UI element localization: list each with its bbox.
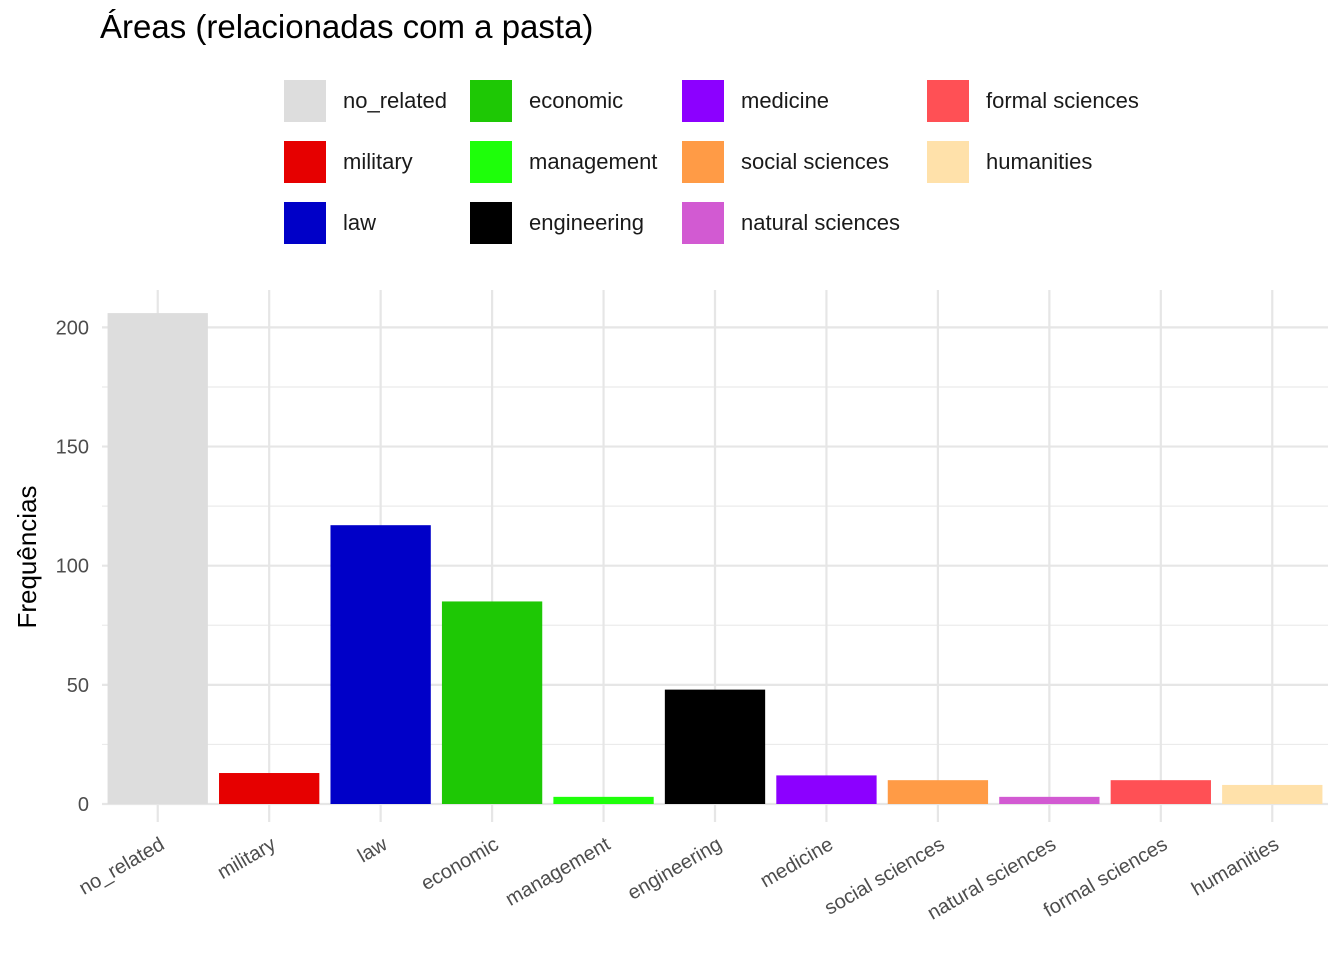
- bar-engineering: [664, 689, 766, 804]
- legend-label: social sciences: [741, 149, 889, 174]
- legend-item-economic: economic: [470, 79, 623, 123]
- legend-label: military: [343, 149, 413, 174]
- x-tick-label: military: [214, 833, 280, 884]
- legend-item-social-sciences: social sciences: [682, 140, 889, 184]
- legend-swatch: [927, 80, 969, 122]
- x-tick-label: economic: [417, 833, 502, 895]
- bar-no-related: [107, 313, 208, 804]
- legend-label: law: [343, 210, 377, 235]
- legend-item-no-related: no_related: [284, 79, 447, 123]
- legend-label: no_related: [343, 88, 447, 113]
- x-tick-label: humanities: [1188, 833, 1283, 900]
- x-tick-label: management: [502, 833, 614, 911]
- x-tick-label: law: [354, 833, 391, 867]
- legend-label: humanities: [986, 149, 1093, 174]
- legend: no_related military law economic management e…: [0, 0, 1344, 260]
- legend-label: economic: [529, 88, 624, 113]
- legend-item-law: law: [284, 201, 376, 245]
- y-tick-label: 100: [56, 556, 89, 578]
- bar-humanities: [1222, 784, 1323, 804]
- x-tick-label: engineering: [624, 833, 726, 904]
- legend-item-management: management: [470, 140, 657, 184]
- x-tick-label: medicine: [757, 833, 837, 892]
- x-tick-label: no_related: [75, 833, 168, 899]
- legend-item-military: military: [284, 140, 413, 184]
- legend-swatch: [470, 141, 512, 183]
- legend-swatch: [470, 202, 512, 244]
- y-tick-label: 200: [56, 317, 89, 339]
- grid: [102, 290, 1328, 822]
- legend-swatch: [284, 141, 326, 183]
- bar-natural-sciences: [999, 796, 1100, 804]
- legend-swatch: [927, 141, 969, 183]
- legend-label: medicine: [741, 88, 830, 113]
- legend-label: natural sciences: [741, 210, 900, 235]
- legend-item-medicine: medicine: [682, 79, 829, 123]
- legend-item-formal-sciences: formal sciences: [927, 79, 1139, 123]
- bar-military: [219, 773, 320, 804]
- chart-title: Áreas (relacionadas com a pasta): [100, 8, 594, 45]
- legend-swatch: [284, 80, 326, 122]
- bar-medicine: [776, 775, 877, 804]
- legend-label: formal sciences: [986, 88, 1139, 113]
- legend-swatch: [682, 80, 724, 122]
- legend-item-humanities: humanities: [927, 140, 1092, 184]
- legend-item-natural-sciences: natural sciences: [682, 201, 900, 245]
- legend-swatch: [284, 202, 326, 244]
- x-tick-label: formal sciences: [1040, 833, 1171, 922]
- y-axis-title: Frequências: [12, 485, 42, 628]
- legend-label: engineering: [529, 210, 644, 235]
- bar-economic: [441, 601, 543, 804]
- bars: [107, 313, 1323, 804]
- legend-label: management: [529, 149, 658, 174]
- legend-item-engineering: engineering: [470, 201, 644, 245]
- y-tick-label: 150: [56, 437, 89, 459]
- bar-formal-sciences: [1110, 780, 1211, 804]
- legend-swatch: [682, 202, 724, 244]
- legend-swatch: [470, 80, 512, 122]
- y-tick-label: 50: [67, 675, 89, 697]
- bar-social-sciences: [887, 780, 989, 804]
- y-tick-label: 0: [78, 794, 89, 816]
- bar-law: [330, 525, 431, 804]
- bar-management: [553, 796, 654, 804]
- legend-swatch: [682, 141, 724, 183]
